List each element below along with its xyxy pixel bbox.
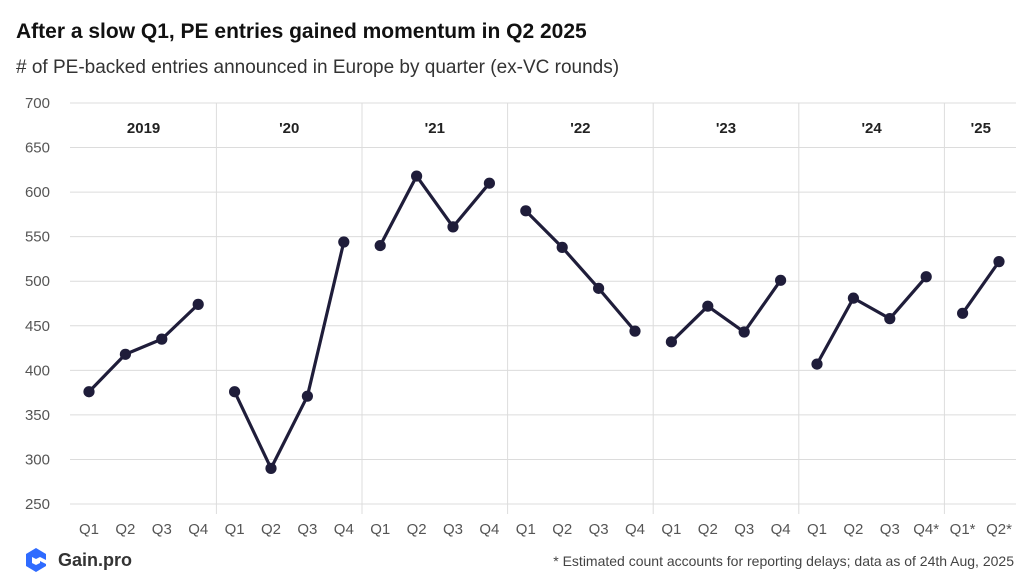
chart-title: After a slow Q1, PE entries gained momen… xyxy=(16,20,587,43)
x-tick-label: Q3 xyxy=(152,521,172,538)
x-tick-label: Q2 xyxy=(698,521,718,538)
y-tick-label: 600 xyxy=(25,184,50,201)
x-tick-label: Q2 xyxy=(843,521,863,538)
data-point xyxy=(447,221,459,233)
series-line xyxy=(669,278,783,344)
gain-pro-logo-icon xyxy=(26,548,46,572)
data-point xyxy=(920,271,932,283)
data-point xyxy=(520,205,532,217)
data-point xyxy=(665,336,678,348)
x-tick-label: Q3 xyxy=(443,521,463,538)
data-point xyxy=(411,170,423,182)
x-tick-label: Q3 xyxy=(297,521,317,538)
year-label: '22 xyxy=(570,120,590,137)
y-tick-label: 300 xyxy=(25,451,50,468)
data-point xyxy=(811,358,823,370)
series-line xyxy=(87,302,200,394)
year-label: '24 xyxy=(861,120,882,137)
data-point xyxy=(301,390,313,402)
y-tick-label: 250 xyxy=(25,496,50,513)
data-point xyxy=(884,313,896,325)
x-tick-label: Q1* xyxy=(950,521,976,538)
x-tick-label: Q4* xyxy=(913,521,939,538)
y-tick-label: 550 xyxy=(25,229,50,246)
x-tick-label: Q1 xyxy=(516,521,536,538)
x-tick-label: Q1 xyxy=(370,521,390,538)
year-label: '23 xyxy=(716,120,736,137)
x-tick-label: Q3 xyxy=(589,521,609,538)
x-tick-label: Q1 xyxy=(807,521,827,538)
data-point xyxy=(156,333,168,345)
data-point xyxy=(265,462,277,474)
data-point xyxy=(192,298,204,310)
x-tick-label: Q4 xyxy=(479,521,499,538)
series-line xyxy=(233,240,346,470)
x-tick-label: Q2 xyxy=(261,521,281,538)
x-tick-label: Q2 xyxy=(552,521,572,538)
footnote: * Estimated count accounts for reporting… xyxy=(553,553,1014,569)
year-label: 2019 xyxy=(127,120,160,137)
x-tick-label: Q2 xyxy=(115,521,135,538)
data-point xyxy=(483,177,495,189)
data-point xyxy=(957,307,969,319)
x-tick-label: Q3 xyxy=(880,521,900,538)
series-line xyxy=(960,260,1001,315)
x-tick-label: Q1 xyxy=(225,521,245,538)
x-tick-label: Q4 xyxy=(334,521,354,538)
data-point xyxy=(738,326,750,338)
x-tick-label: Q4 xyxy=(188,521,208,538)
y-tick-label: 450 xyxy=(25,318,50,335)
data-point xyxy=(593,282,605,294)
x-tick-label: Q1 xyxy=(661,521,681,538)
year-label: '20 xyxy=(279,120,299,137)
y-tick-label: 350 xyxy=(25,407,50,424)
year-label: '21 xyxy=(425,120,445,137)
data-point xyxy=(229,386,241,398)
x-tick-label: Q2 xyxy=(407,521,427,538)
data-point xyxy=(702,300,714,312)
data-point xyxy=(847,292,860,304)
logo: Gain.pro xyxy=(22,546,132,574)
data-point xyxy=(119,348,131,360)
x-tick-label: Q2* xyxy=(986,521,1012,538)
series-line xyxy=(524,209,637,333)
data-point xyxy=(993,256,1005,268)
data-point xyxy=(83,386,95,398)
x-tick-label: Q3 xyxy=(734,521,754,538)
x-tick-label: Q1 xyxy=(79,521,99,538)
data-point xyxy=(374,239,386,252)
logo-text: Gain.pro xyxy=(58,549,133,570)
y-tick-label: 650 xyxy=(25,140,50,157)
x-tick-label: Q4 xyxy=(771,521,791,538)
series-line xyxy=(815,275,928,366)
data-point xyxy=(629,325,641,337)
data-point xyxy=(338,236,350,248)
y-tick-label: 700 xyxy=(25,95,50,112)
series-line xyxy=(378,174,491,248)
data-point xyxy=(775,274,787,286)
y-tick-label: 500 xyxy=(25,273,50,290)
year-label: '25 xyxy=(971,120,991,137)
chart-subtitle: # of PE-backed entries announced in Euro… xyxy=(16,57,620,78)
data-point xyxy=(556,241,568,253)
x-tick-label: Q4 xyxy=(625,521,645,538)
y-tick-label: 400 xyxy=(25,362,50,379)
